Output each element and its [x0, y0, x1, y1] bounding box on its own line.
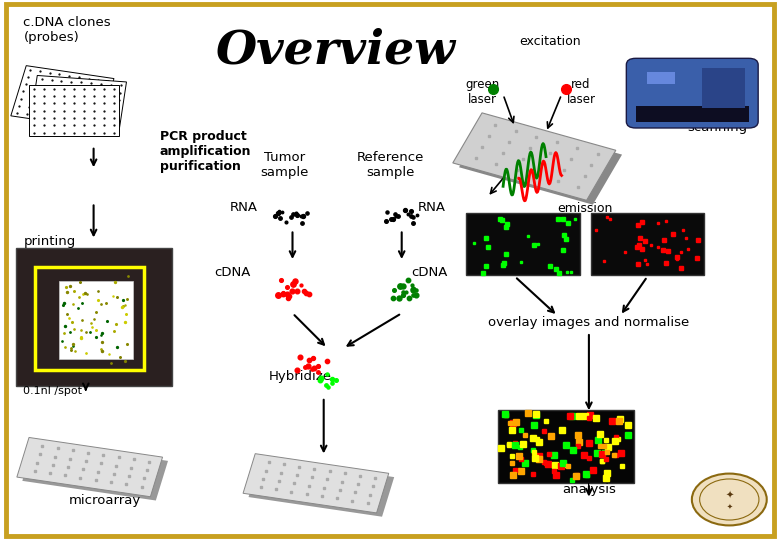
- Polygon shape: [453, 113, 615, 200]
- Polygon shape: [30, 85, 119, 136]
- FancyBboxPatch shape: [498, 410, 634, 483]
- Text: c.DNA clones
(probes): c.DNA clones (probes): [23, 16, 111, 44]
- Text: 0.1nl /spot: 0.1nl /spot: [23, 386, 83, 396]
- Text: RNA: RNA: [417, 201, 445, 214]
- Text: Tumor
sample: Tumor sample: [261, 151, 309, 179]
- Text: scanning: scanning: [687, 122, 748, 134]
- Text: analysis: analysis: [562, 483, 616, 496]
- FancyBboxPatch shape: [636, 106, 749, 122]
- FancyBboxPatch shape: [591, 213, 704, 275]
- Text: Hybridize: Hybridize: [269, 370, 332, 383]
- Text: RNA: RNA: [230, 201, 258, 214]
- Text: ✦: ✦: [725, 491, 733, 501]
- Text: red
laser: red laser: [566, 78, 596, 106]
- Text: Reference
sample: Reference sample: [356, 151, 424, 179]
- Text: microarray: microarray: [69, 494, 141, 507]
- Text: emission: emission: [558, 202, 613, 215]
- Text: ✦: ✦: [726, 503, 732, 510]
- Polygon shape: [23, 441, 168, 501]
- Polygon shape: [11, 66, 114, 129]
- FancyBboxPatch shape: [626, 58, 758, 128]
- Text: PCR product
amplification
purification: PCR product amplification purification: [160, 130, 251, 173]
- Text: cDNA: cDNA: [215, 266, 251, 279]
- Text: overlay images and normalise: overlay images and normalise: [488, 316, 690, 329]
- Polygon shape: [249, 457, 394, 517]
- FancyBboxPatch shape: [647, 72, 675, 84]
- Polygon shape: [17, 437, 162, 497]
- FancyBboxPatch shape: [16, 248, 172, 386]
- FancyBboxPatch shape: [466, 213, 580, 275]
- Text: green
laser: green laser: [465, 78, 499, 106]
- Text: cDNA: cDNA: [411, 266, 448, 279]
- Text: Overview: Overview: [215, 27, 456, 73]
- FancyBboxPatch shape: [58, 281, 133, 359]
- FancyBboxPatch shape: [702, 68, 745, 108]
- Polygon shape: [459, 117, 622, 205]
- Text: printing: printing: [23, 235, 76, 248]
- Polygon shape: [243, 454, 388, 513]
- Text: excitation: excitation: [519, 35, 581, 48]
- Circle shape: [692, 474, 767, 525]
- Polygon shape: [30, 76, 126, 133]
